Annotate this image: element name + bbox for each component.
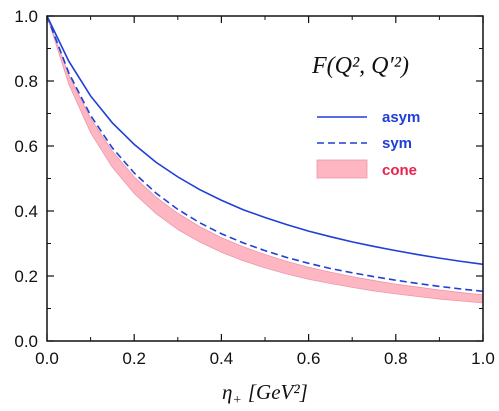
series-band-cone	[46, 15, 484, 304]
x-tick-label: 1.0	[471, 349, 495, 368]
legend-swatch-cone	[316, 159, 368, 179]
x-tick-label: 0.0	[35, 349, 59, 368]
legend-label-sym: sym	[382, 135, 412, 152]
y-tick-label: 1.0	[14, 7, 38, 26]
x-axis-title: η+ [GeV²]	[222, 380, 308, 408]
y-tick-label: 0.2	[14, 267, 38, 286]
function-annotation: F(Q², Q′²)	[311, 53, 409, 79]
legend-label-cone: cone	[382, 162, 417, 179]
x-tick-label: 0.8	[384, 349, 408, 368]
series-line-sym	[46, 15, 484, 293]
x-axis-subscript: +	[232, 393, 241, 408]
x-axis-unit: [GeV²]	[248, 380, 308, 404]
ticks-layer: 0.0 0.2 0.4 0.6 0.8 1.0 0.0 0.2 0.4 0.6 0.8 1.0	[14, 7, 494, 368]
cone-band-layer	[46, 15, 484, 304]
x-tick-label: 0.6	[297, 349, 321, 368]
legend-label-asym: asym	[382, 109, 420, 126]
series-line-asym	[46, 15, 484, 266]
y-tick-label: 0.8	[14, 72, 38, 91]
x-tick-label: 0.2	[122, 349, 146, 368]
x-tick-label: 0.4	[210, 349, 234, 368]
y-tick-label: 0.4	[14, 202, 38, 221]
x-axis-symbol: η	[222, 380, 232, 404]
series-lines-layer	[46, 15, 484, 293]
y-tick-label: 0.6	[14, 137, 38, 156]
legend: asym sym cone	[316, 109, 420, 179]
y-tick-label: 0.0	[14, 332, 38, 351]
